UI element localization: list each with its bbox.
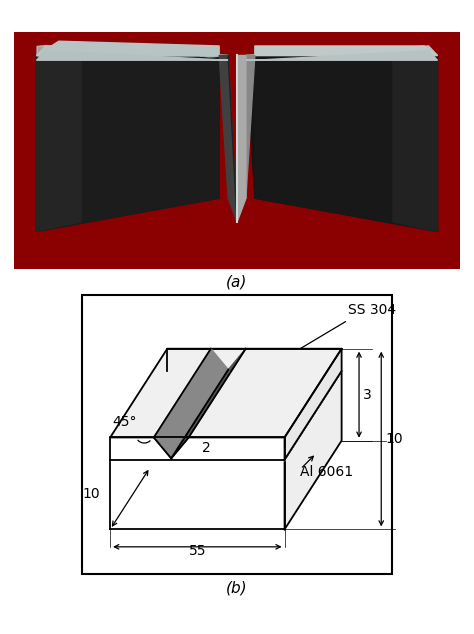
Polygon shape — [110, 460, 284, 529]
Polygon shape — [110, 371, 342, 460]
Text: (b): (b) — [226, 581, 248, 595]
Text: (a): (a) — [226, 275, 248, 289]
Polygon shape — [36, 60, 219, 231]
Polygon shape — [246, 56, 438, 231]
Polygon shape — [36, 51, 228, 60]
Text: 10: 10 — [82, 488, 100, 501]
Polygon shape — [255, 60, 438, 231]
Polygon shape — [171, 349, 246, 458]
Polygon shape — [237, 56, 255, 222]
Text: 55: 55 — [189, 544, 206, 558]
Polygon shape — [255, 46, 438, 56]
Text: 3: 3 — [363, 387, 372, 402]
Polygon shape — [246, 46, 438, 56]
Text: 10: 10 — [385, 432, 403, 446]
Polygon shape — [237, 56, 246, 222]
Polygon shape — [36, 41, 219, 56]
Polygon shape — [36, 60, 81, 231]
Polygon shape — [393, 60, 438, 231]
Polygon shape — [110, 349, 342, 437]
Polygon shape — [228, 56, 237, 222]
Text: Al 6061: Al 6061 — [301, 465, 354, 479]
Polygon shape — [219, 56, 237, 222]
Polygon shape — [284, 371, 342, 529]
Text: 2: 2 — [202, 441, 211, 455]
Polygon shape — [154, 349, 228, 458]
Polygon shape — [246, 51, 438, 60]
Text: 45°: 45° — [113, 415, 137, 429]
Text: SS 304: SS 304 — [348, 303, 396, 317]
Polygon shape — [110, 437, 284, 460]
Polygon shape — [36, 46, 228, 56]
Polygon shape — [36, 56, 228, 231]
Polygon shape — [154, 437, 189, 458]
Polygon shape — [284, 349, 342, 460]
